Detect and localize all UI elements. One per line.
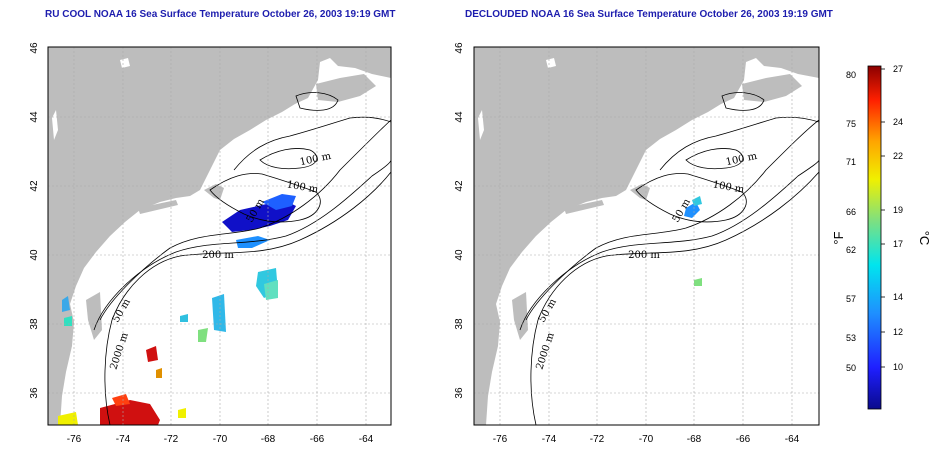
map-frame-right (473, 46, 820, 426)
celsius-ticks: 27 24 22 19 17 14 12 10 (893, 64, 903, 372)
map-panel-left: 100 m 100 m 50 m 200 m 50 m 2000 m -76 -… (29, 42, 392, 445)
colorbar-tick-c: 22 (893, 151, 903, 161)
lon-tick: -74 (542, 434, 557, 445)
sst-patch-mid-left (236, 236, 270, 248)
lon-tick: -76 (493, 434, 508, 445)
lake-right (478, 110, 484, 140)
sst-patch-cyan-left (62, 296, 70, 312)
sst-patch-green-left (198, 328, 208, 342)
fahrenheit-unit-label: °F (831, 231, 846, 244)
land-right (474, 47, 819, 425)
lon-tick: -72 (590, 434, 605, 445)
sst-patch-blue-right (684, 202, 700, 218)
contour-label: 200 m (628, 250, 660, 261)
contour-label: 200 m (202, 250, 234, 261)
lat-tick: 42 (29, 180, 40, 192)
sst-patch-yellow-left (178, 408, 186, 418)
map-title-right: DECLOUDED NOAA 16 Sea Surface Temperatur… (465, 9, 833, 20)
graticule-left (48, 47, 391, 425)
colorbar-gradient (867, 65, 882, 410)
lat-tick: 44 (29, 111, 40, 123)
fahrenheit-ticks: 80 75 71 66 62 57 53 50 (846, 70, 856, 373)
colorbar-tick-c: 19 (893, 205, 903, 215)
colorbar-tick-c: 27 (893, 64, 903, 74)
nova-scotia-left (316, 74, 376, 102)
lon-axis-right: -76 -74 -72 -70 -68 -66 -64 (493, 434, 800, 445)
lat-tick: 46 (29, 42, 40, 54)
map-frame-left (47, 46, 392, 426)
bay-left (78, 316, 86, 362)
lat-tick: 38 (29, 318, 40, 330)
lat-tick: 42 (454, 180, 465, 192)
lon-tick: -68 (687, 434, 702, 445)
lat-axis-left: 46 44 42 40 38 36 (29, 42, 40, 399)
lon-tick: -70 (639, 434, 654, 445)
colorbar-tick-f: 53 (846, 333, 856, 343)
colorbar-tick-f: 57 (846, 294, 856, 304)
colorbar-tick-f: 80 (846, 70, 856, 80)
lon-tick: -64 (785, 434, 800, 445)
lat-axis-right: 46 44 42 40 38 36 (454, 42, 465, 399)
lat-tick: 36 (29, 387, 40, 399)
map-panel-right: 100 m 100 m 50 m 200 m 50 m 2000 m -76 -… (454, 42, 820, 445)
colorbar-tick-f: 71 (846, 157, 856, 167)
temperature-colorbar: °F °C 80 75 71 66 62 57 53 50 27 24 22 1… (831, 64, 932, 410)
colorbar-tick-f: 50 (846, 363, 856, 373)
colorbar-tick-f: 66 (846, 207, 856, 217)
cape-cod-left (204, 184, 224, 200)
lon-tick: -66 (736, 434, 751, 445)
colorbar-tick-marks (881, 68, 885, 368)
long-island-left (138, 200, 178, 214)
lake-left (120, 58, 130, 68)
lat-tick: 40 (454, 249, 465, 261)
colorbar-tick-c: 24 (893, 117, 903, 127)
cape-cod-right (630, 184, 650, 200)
sst-patch-cyan-left (212, 294, 226, 332)
isobath-contours-left (93, 92, 391, 425)
nova-scotia-right (742, 74, 802, 102)
lat-tick: 40 (29, 249, 40, 261)
bay-right (504, 316, 512, 362)
lat-tick: 36 (454, 387, 465, 399)
lake-right (546, 58, 556, 68)
lat-tick: 46 (454, 42, 465, 54)
colorbar-tick-c: 14 (893, 292, 903, 302)
long-island-right (564, 200, 604, 214)
sst-patch-green-left (264, 280, 278, 300)
celsius-unit-label: °C (917, 231, 932, 246)
sst-patch-cyan-left (180, 314, 188, 322)
lon-tick: -72 (164, 434, 179, 445)
delmarva-left (86, 292, 102, 340)
colorbar-tick-f: 75 (846, 119, 856, 129)
sst-patch-green-right (694, 278, 702, 286)
delmarva-right (512, 292, 528, 340)
lon-tick: -70 (213, 434, 228, 445)
lon-tick: -66 (310, 434, 325, 445)
lon-tick: -76 (67, 434, 82, 445)
sst-patch-orange-left (156, 368, 162, 378)
sst-patch-cyan-left (64, 316, 72, 326)
land-left (48, 47, 391, 425)
sst-patch-blue-left (262, 194, 296, 210)
colorbar-tick-c: 10 (893, 362, 903, 372)
lat-tick: 44 (454, 111, 465, 123)
lon-tick: -74 (116, 434, 131, 445)
sst-patch-warm-left (100, 400, 160, 425)
lon-tick: -64 (359, 434, 374, 445)
sst-patch-warm-left (112, 394, 130, 406)
lon-tick: -68 (261, 434, 276, 445)
lon-axis-left: -76 -74 -72 -70 -68 -66 -64 (67, 434, 374, 445)
colorbar-tick-f: 62 (846, 245, 856, 255)
colorbar-tick-c: 17 (893, 239, 903, 249)
sst-patch-yellow-left (58, 412, 78, 425)
map-title-left: RU COOL NOAA 16 Sea Surface Temperature … (45, 9, 396, 20)
sst-patch-cyan-right (692, 196, 702, 206)
graticule-right (474, 47, 819, 425)
colorbar-tick-c: 12 (893, 327, 903, 337)
lake-left (52, 110, 58, 140)
sst-patch-warm-left (146, 346, 158, 362)
lat-tick: 38 (454, 318, 465, 330)
